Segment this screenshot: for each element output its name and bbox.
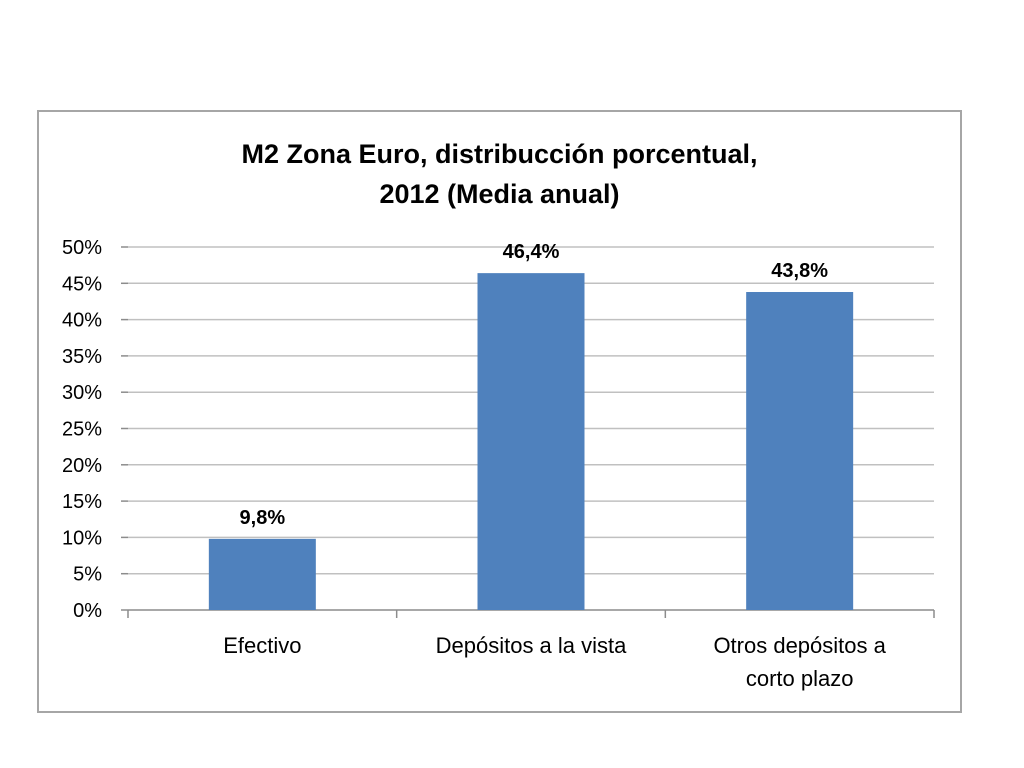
chart-title-line-1: M2 Zona Euro, distribucción porcentual, xyxy=(241,139,758,169)
bar xyxy=(746,292,854,610)
chart-title: M2 Zona Euro, distribucción porcentual, … xyxy=(37,134,962,214)
x-tick-label: Efectivo xyxy=(223,633,301,658)
y-tick-label: 35% xyxy=(62,346,102,368)
x-tick-label: Otros depósitos a xyxy=(713,633,886,658)
chart-title-line-2: 2012 (Media anual) xyxy=(379,179,620,209)
y-tick-label: 20% xyxy=(62,455,102,477)
y-tick-label: 45% xyxy=(62,273,102,295)
y-tick-label: 30% xyxy=(62,382,102,404)
bar xyxy=(208,538,316,610)
y-tick-label: 40% xyxy=(62,310,102,332)
x-tick-label: corto plazo xyxy=(746,666,854,691)
data-label: 46,4% xyxy=(503,241,560,263)
y-tick-label: 50% xyxy=(62,237,102,259)
data-label: 43,8% xyxy=(771,260,828,282)
data-label: 9,8% xyxy=(240,507,286,529)
y-tick-label: 10% xyxy=(62,527,102,549)
y-tick-label: 25% xyxy=(62,419,102,441)
y-tick-label: 0% xyxy=(73,600,102,622)
bar xyxy=(477,273,585,610)
y-tick-label: 15% xyxy=(62,491,102,513)
y-tick-label: 5% xyxy=(73,564,102,586)
x-tick-label: Depósitos a la vista xyxy=(436,633,628,658)
